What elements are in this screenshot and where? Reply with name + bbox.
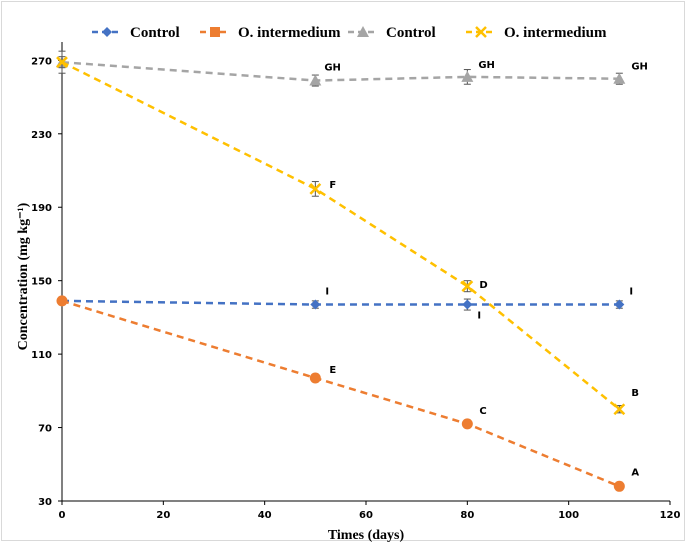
x-marker-stroke	[475, 26, 487, 38]
data-series: GH GH GH	[56, 50, 648, 87]
x-marker-stroke	[56, 56, 68, 69]
triangle-marker	[613, 72, 626, 84]
y-tick-label: 150	[31, 277, 52, 288]
legend-marker	[475, 26, 487, 38]
y-tick-label: 230	[31, 130, 52, 141]
legend-label: Control	[386, 25, 436, 41]
legend-label: O. intermedium	[238, 25, 341, 41]
significance-label: GH	[324, 63, 341, 74]
significance-label: A	[631, 467, 639, 478]
x-axis-ticks: 0 20 40 60 80 100 120	[59, 501, 681, 521]
series-line	[61, 299, 620, 488]
legend: Control O. intermedium Control O. interm…	[92, 25, 607, 41]
x-tick-label: 120	[660, 510, 681, 521]
x-tick-label: 100	[558, 510, 579, 521]
circle-marker	[56, 295, 68, 307]
series-line	[61, 61, 621, 411]
x-marker-stroke	[613, 403, 626, 416]
plot-area: I I I E C A GH GH GH F D B	[56, 50, 648, 492]
x-marker-stroke	[461, 280, 474, 293]
y-tick-label: 70	[38, 424, 52, 435]
y-axis-ticks: 30 70 110 150 190 230 270	[31, 56, 62, 508]
legend-label: Control	[130, 25, 180, 41]
significance-label: F	[329, 180, 336, 191]
legend-marker	[210, 27, 220, 37]
series-line	[61, 299, 620, 306]
y-tick-label: 30	[38, 497, 52, 508]
x-tick-label: 80	[460, 510, 474, 521]
legend-marker	[102, 27, 112, 37]
x-tick-label: 60	[359, 510, 373, 521]
data-series: E C A	[56, 295, 639, 492]
circle-marker	[613, 480, 625, 492]
x-tick-label: 0	[59, 510, 66, 521]
x-tick-label: 40	[258, 510, 272, 521]
triangle-marker	[461, 70, 474, 82]
y-tick-label: 110	[31, 350, 52, 361]
significance-label: I	[325, 287, 329, 298]
legend-marker	[357, 26, 369, 37]
significance-label: E	[329, 365, 336, 376]
diamond-marker	[310, 299, 321, 310]
significance-label: D	[479, 280, 487, 291]
legend-item: O. intermedium	[466, 25, 607, 41]
diamond-marker	[102, 27, 112, 37]
data-series: F D B	[56, 56, 639, 416]
x-marker-stroke	[309, 182, 322, 195]
significance-label: I	[629, 287, 633, 298]
y-tick-label: 190	[31, 203, 52, 214]
triangle-marker	[357, 26, 369, 37]
y-axis-title: Concentration (mg kg⁻¹)	[16, 202, 31, 350]
significance-label: C	[479, 406, 486, 417]
legend-item: O. intermedium	[200, 25, 341, 41]
x-tick-label: 20	[156, 510, 170, 521]
diamond-marker	[462, 299, 473, 310]
significance-label: I	[477, 311, 481, 322]
legend-item: Control	[92, 25, 180, 41]
diamond-marker	[614, 299, 625, 310]
x-axis-title: Times (days)	[328, 528, 405, 542]
square-marker	[210, 27, 220, 37]
significance-label: B	[631, 388, 639, 399]
legend-item: Control	[348, 25, 436, 41]
data-series: I I I	[57, 287, 633, 322]
y-tick-label: 270	[31, 56, 52, 67]
triangle-marker	[309, 74, 322, 86]
legend-label: O. intermedium	[504, 25, 607, 41]
circle-marker	[461, 418, 473, 430]
series-line	[61, 60, 620, 82]
significance-label: GH	[631, 62, 648, 73]
circle-marker	[309, 372, 321, 384]
significance-label: GH	[478, 60, 495, 71]
